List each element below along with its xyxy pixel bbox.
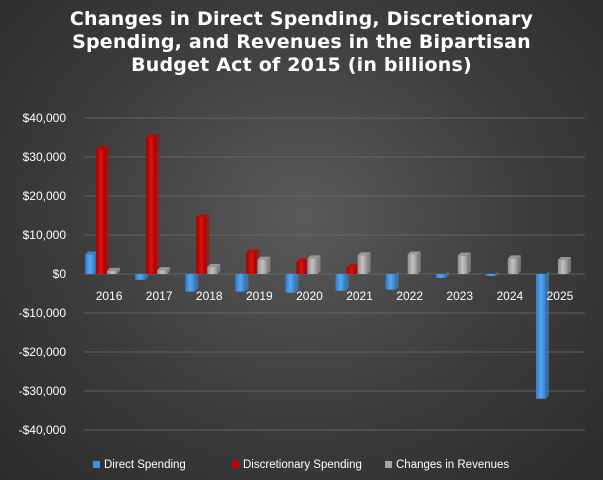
- bar-discretionary-spending-2017: [146, 134, 160, 274]
- y-tick-label: -$20,000: [19, 345, 67, 359]
- y-tick-label: $40,000: [23, 111, 67, 125]
- legend-swatch: [232, 461, 239, 468]
- y-tick-label: -$30,000: [19, 384, 67, 398]
- bar-direct-spending-2021: [335, 271, 349, 291]
- y-tick-label: $20,000: [23, 189, 67, 203]
- y-tick-label: $0: [53, 267, 67, 281]
- bar-changes-in-revenues-2022: [407, 251, 421, 274]
- x-axis-tick-labels: 2016 2017 2018 2019 2020 2021 2022 2023 2024 2025: [96, 289, 574, 303]
- bar-changes-in-revenues-2016: [107, 267, 121, 274]
- bar-direct-spending-2025: [535, 271, 549, 399]
- y-axis-tick-labels: $40,000 $30,000 $20,000 $10,000 $0 -$10,000 -$…: [19, 111, 67, 437]
- x-tick-label: 2016: [96, 289, 123, 303]
- bar-discretionary-spending-2018: [196, 214, 210, 274]
- bar-changes-in-revenues-2023: [457, 252, 471, 274]
- bar-discretionary-spending-2016: [96, 146, 110, 274]
- bar-direct-spending-2024: [485, 271, 499, 276]
- legend-label: Discretionary Spending: [243, 459, 362, 471]
- legend-item-direct-spending: Direct Spending: [93, 459, 186, 471]
- legend-swatch: [93, 461, 100, 468]
- x-tick-label: 2022: [396, 289, 423, 303]
- bar-direct-spending-2023: [435, 271, 449, 278]
- bar-direct-spending-2019: [235, 271, 249, 292]
- x-tick-label: 2023: [446, 289, 473, 303]
- legend-swatch: [385, 461, 392, 468]
- chart-title-line-1: Changes in Direct Spending, Discretionar…: [69, 8, 534, 30]
- x-tick-label: 2019: [246, 289, 273, 303]
- bar-direct-spending-2020: [285, 271, 299, 293]
- x-tick-label: 2021: [346, 289, 373, 303]
- y-tick-label: $30,000: [23, 150, 67, 164]
- x-tick-label: 2020: [296, 289, 323, 303]
- chart-title-line-3: Budget Act of 2015 (in billions): [131, 54, 472, 76]
- bars: [85, 134, 571, 399]
- bar-direct-spending-2022: [385, 271, 399, 290]
- chart-title: Changes in Direct Spending, Discretionar…: [0, 8, 603, 77]
- bar-changes-in-revenues-2020: [307, 255, 321, 274]
- x-tick-label: 2025: [547, 289, 574, 303]
- x-tick-label: 2017: [146, 289, 173, 303]
- x-tick-label: 2018: [196, 289, 223, 303]
- x-tick-label: 2024: [496, 289, 523, 303]
- bar-changes-in-revenues-2019: [257, 256, 271, 274]
- bar-changes-in-revenues-2018: [207, 263, 221, 274]
- bar-changes-in-revenues-2025: [557, 256, 571, 274]
- legend: Direct Spending Discretionary Spending Cha…: [93, 459, 509, 471]
- gridlines: [84, 117, 585, 431]
- bar-changes-in-revenues-2017: [157, 267, 171, 274]
- legend-item-changes-in-revenues: Changes in Revenues: [385, 459, 509, 471]
- legend-label: Direct Spending: [104, 459, 186, 471]
- legend-item-discretionary-spending: Discretionary Spending: [232, 459, 362, 471]
- chart-title-line-2: Spending, and Revenues in the Bipartisan: [72, 31, 531, 53]
- y-tick-label: -$10,000: [19, 306, 67, 320]
- bar-changes-in-revenues-2024: [507, 255, 521, 274]
- bar-direct-spending-2018: [185, 271, 199, 292]
- legend-label: Changes in Revenues: [396, 459, 509, 471]
- y-tick-label: $10,000: [23, 228, 67, 242]
- bar-changes-in-revenues-2021: [357, 252, 371, 274]
- y-tick-label: -$40,000: [19, 423, 67, 437]
